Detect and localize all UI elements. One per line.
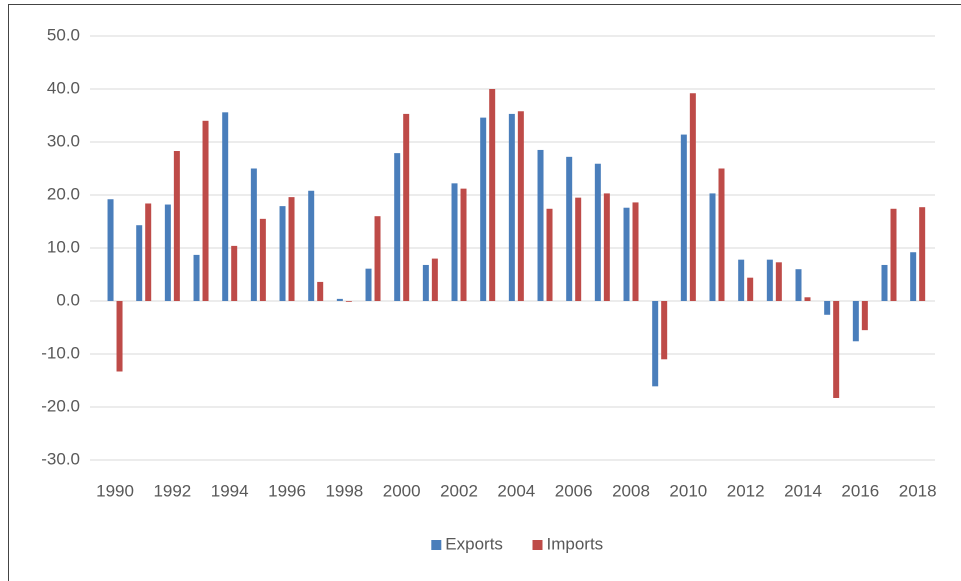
bar: [747, 277, 754, 301]
bar: [824, 301, 831, 315]
legend-swatch: [532, 540, 543, 550]
y-tick-label: 50.0: [47, 25, 80, 44]
bar: [881, 264, 888, 301]
bar: [623, 207, 630, 301]
y-tick-label: 30.0: [47, 131, 80, 150]
x-tick-label: 1994: [211, 481, 249, 500]
bar: [766, 259, 773, 301]
bar: [107, 199, 114, 301]
bar: [394, 153, 401, 301]
y-tick-label: 40.0: [47, 78, 80, 97]
x-tick-label: 1990: [96, 481, 134, 500]
bar: [652, 301, 659, 387]
x-tick-label: 2006: [555, 481, 593, 500]
bar: [508, 113, 515, 301]
x-tick-label: 2002: [440, 481, 478, 500]
bar: [173, 151, 180, 301]
bar: [279, 206, 286, 301]
x-tick-label: 2004: [497, 481, 535, 500]
y-tick-label: 0.0: [56, 290, 80, 309]
bar: [317, 281, 324, 301]
x-tick-label: 1992: [153, 481, 191, 500]
bar: [308, 190, 315, 301]
bar: [910, 252, 917, 301]
x-tick-label: 2010: [669, 481, 707, 500]
y-tick-label: 10.0: [47, 237, 80, 256]
bar: [575, 197, 582, 301]
x-tick-label: 2018: [899, 481, 937, 500]
bar: [365, 268, 372, 301]
bar: [680, 134, 687, 301]
y-tick-label: -30.0: [41, 449, 80, 468]
bar: [489, 89, 496, 301]
y-tick-label: -10.0: [41, 343, 80, 362]
legend-swatch: [431, 540, 442, 550]
bar: [775, 262, 782, 301]
bar: [661, 301, 668, 360]
x-tick-label: 2016: [841, 481, 879, 500]
bar: [336, 298, 343, 301]
bar: [164, 204, 171, 301]
bar: [833, 301, 840, 398]
bar: [795, 269, 802, 301]
bar: [460, 188, 467, 301]
bar: [345, 301, 352, 302]
bar: [451, 183, 458, 301]
bar: [145, 203, 152, 301]
bar: [116, 301, 123, 372]
y-tick-label: -20.0: [41, 396, 80, 415]
x-tick-label: 2008: [612, 481, 650, 500]
bar: [431, 258, 438, 301]
bar: [594, 163, 601, 301]
x-tick-label: 2012: [727, 481, 765, 500]
bar: [718, 168, 725, 301]
bar: [374, 216, 381, 301]
bar: [202, 120, 209, 301]
bar: [288, 197, 295, 301]
bar: [537, 149, 544, 301]
bar: [632, 202, 639, 301]
bar: [603, 193, 610, 301]
x-tick-label: 1996: [268, 481, 306, 500]
x-tick-label: 2014: [784, 481, 822, 500]
bar: [861, 301, 868, 331]
bar: [193, 254, 200, 301]
bar: [689, 93, 696, 302]
bar: [738, 259, 745, 301]
bar: [403, 113, 410, 301]
legend-label: Imports: [547, 534, 604, 553]
bar: [852, 301, 859, 342]
bar: [517, 111, 524, 301]
bar: [709, 193, 716, 301]
x-tick-label: 2000: [383, 481, 421, 500]
bar: [136, 225, 143, 301]
bar: [480, 117, 487, 302]
bar: [804, 297, 811, 301]
bar: [422, 264, 429, 301]
bar: [890, 208, 897, 301]
bar: [250, 168, 257, 301]
x-tick-label: 1998: [325, 481, 363, 500]
bar: [259, 218, 266, 301]
legend-label: Exports: [445, 534, 503, 553]
bar: [546, 208, 553, 301]
bar: [222, 112, 229, 301]
bar: [231, 245, 238, 301]
bar: [919, 207, 926, 301]
y-tick-label: 20.0: [47, 184, 80, 203]
bar: [566, 156, 573, 301]
